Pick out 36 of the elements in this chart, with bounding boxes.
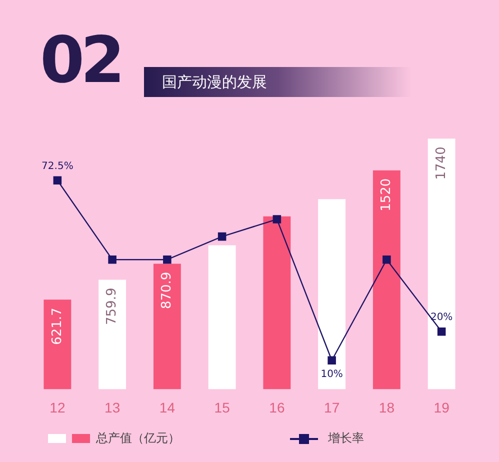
data-label: 10% [320,368,343,380]
x-tick-label: 18 [378,399,395,416]
point [382,255,391,264]
point [437,327,446,336]
bar [318,199,346,390]
point [218,232,226,241]
bar [208,245,236,390]
point [53,176,62,185]
chart-title: 国产动漫的发展 [144,67,412,97]
x-tick-label: 14 [159,399,176,416]
bar [98,280,126,390]
point [163,255,172,264]
data-label: 72.5% [42,160,74,172]
x-tick-label: 12 [50,399,66,416]
bar [153,264,181,390]
legend-label: 增长率 [328,430,364,447]
x-tick-label: 17 [324,399,340,416]
point [108,255,116,264]
data-label: 20% [430,312,453,324]
bar [263,216,291,390]
point [272,215,282,224]
bar [372,170,400,390]
data-label: 1520 [379,178,394,212]
legend-label: 总产值（亿元） [96,430,180,447]
x-tick-label: 13 [104,399,120,416]
x-tick-label: 19 [434,399,450,416]
x-tick-label: 15 [214,399,230,416]
x-tick-label: 16 [269,399,285,416]
data-label: 759.9 [104,288,120,325]
point [328,356,336,365]
bar [44,300,72,390]
data-label: 621.7 [50,308,65,345]
data-label: 1740 [434,146,449,180]
chart-subtitle: 02 [40,24,122,98]
data-label: 870.9 [160,272,175,310]
bar [428,138,456,390]
